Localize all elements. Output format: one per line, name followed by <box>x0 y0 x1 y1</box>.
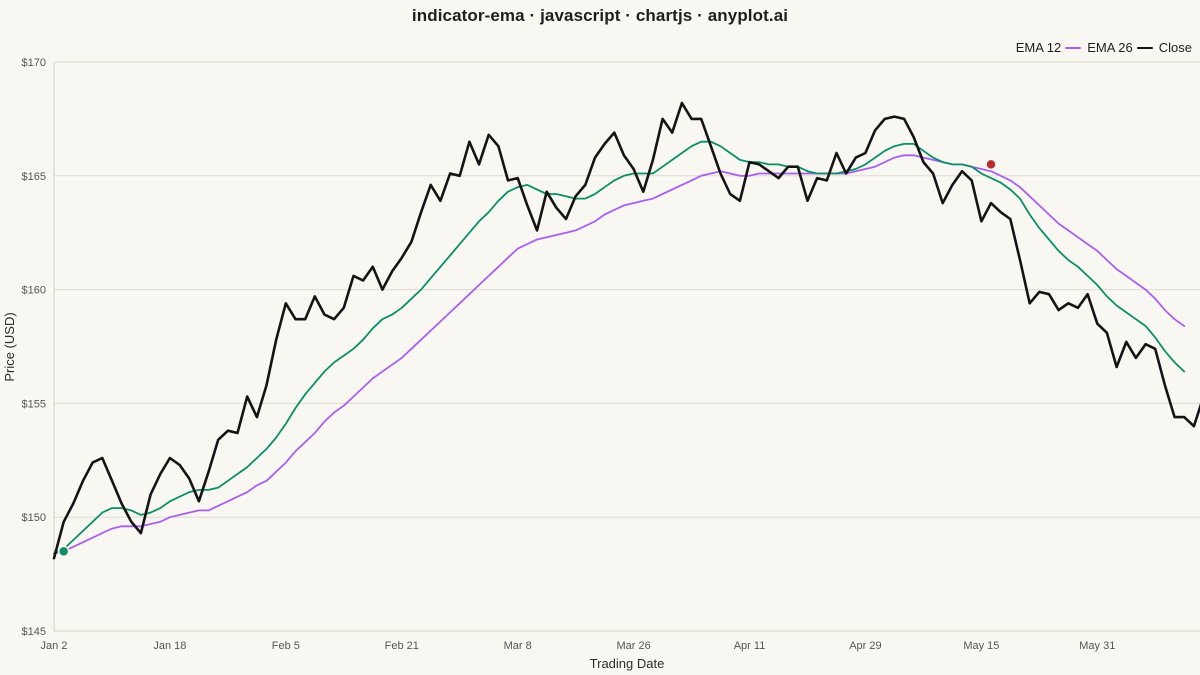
x-tick-label: Jan 2 <box>41 640 68 652</box>
y-tick-label: $150 <box>22 512 46 524</box>
legend-label-close: Close <box>1158 40 1192 55</box>
series-line-ema-26 <box>53 154 1186 555</box>
y-axis-label: Price (USD) <box>2 312 17 381</box>
x-tick-label: Mar 26 <box>616 640 650 652</box>
x-tick-label: Apr 29 <box>849 640 881 652</box>
bearish-crossover-marker <box>985 158 997 171</box>
x-tick-label: Apr 11 <box>734 640 766 652</box>
y-tick-label: $160 <box>22 285 46 297</box>
legend-item-ema12[interactable]: EMA 12 <box>1016 40 1082 55</box>
y-tick-label: $155 <box>22 398 46 410</box>
chart-legend: EMA 12 EMA 26 Close <box>1016 40 1192 55</box>
series-line-close <box>52 101 1200 560</box>
series-layer <box>52 101 1200 560</box>
grid-layer <box>54 61 1200 632</box>
axis-layer: $145 $150 $155 $160 $165 $170 Jan 2 Jan 18 Feb 5… <box>22 57 1200 652</box>
marker-layer <box>57 158 997 558</box>
x-tick-label: Mar 8 <box>504 640 532 652</box>
legend-label-ema26: EMA 26 <box>1087 40 1133 55</box>
chart-title: indicator-ema · javascript · chartjs · a… <box>411 6 789 25</box>
legend-label-ema12: EMA 12 <box>1015 40 1062 55</box>
y-tick-label: $165 <box>22 171 46 183</box>
y-tick-label: $145 <box>22 626 46 638</box>
y-tick-label: $170 <box>22 57 46 69</box>
x-tick-label: May 31 <box>1079 640 1115 652</box>
x-tick-label: Feb 21 <box>385 640 419 652</box>
legend-swatch-close <box>1136 46 1153 49</box>
legend-swatch-ema26 <box>1065 46 1082 49</box>
x-tick-label: Jan 18 <box>153 640 186 652</box>
x-tick-label: Feb 5 <box>272 640 300 652</box>
legend-item-ema26[interactable]: EMA 26 <box>1087 40 1153 55</box>
x-axis-label: Trading Date <box>590 656 665 671</box>
bullish-crossover-marker <box>57 545 70 558</box>
legend-item-close[interactable]: Close <box>1159 40 1192 55</box>
x-tick-label: May 15 <box>963 640 999 652</box>
series-line-ema-12 <box>53 140 1186 555</box>
